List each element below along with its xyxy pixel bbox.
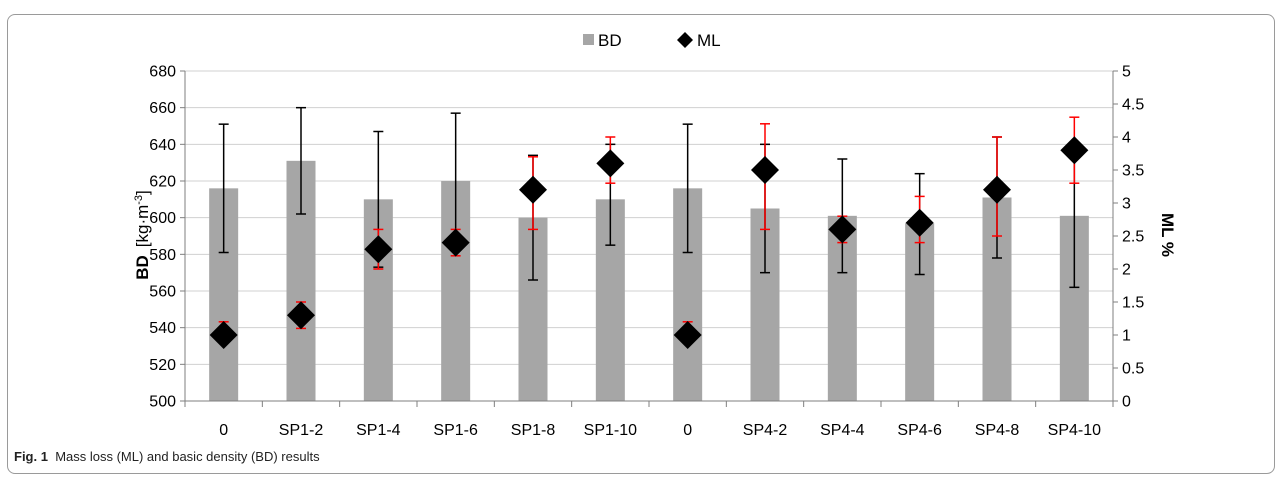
x-tick-label: SP4-2 [743,422,788,439]
x-axis-ticks: 0 SP1-2 SP1-4 SP1-6 SP1-8 SP1-10 0 SP4-2 SP4-4 SP… [219,422,1101,439]
right-tick-label: 5 [1122,64,1131,81]
gridlines [185,70,1113,402]
right-tick-label: 4 [1122,130,1131,147]
x-tick-label: SP1-8 [511,422,556,439]
right-tick-label: 1 [1122,328,1131,345]
caption-text: Mass loss (ML) and basic density (BD) re… [55,449,320,464]
legend-bd-label: BD [598,31,622,50]
right-tick-label: 2 [1122,262,1131,279]
x-tick-label: SP4-8 [975,422,1020,439]
caption-label: Fig. 1 [14,449,48,464]
left-tick-label: 620 [149,174,176,191]
ml-marker [209,321,238,349]
ml-marker [828,215,857,244]
right-tick-label: 2.5 [1122,229,1144,246]
ml-marker [287,301,315,330]
left-tick-label: 600 [149,210,176,227]
ml-marker [983,175,1011,204]
bd-error-bars [218,106,1080,289]
right-tick-label: 0 [1122,394,1131,411]
figure-caption: Fig. 1 Mass loss (ML) and basic density … [14,449,320,464]
legend: BD ML [583,31,721,50]
right-tick-label: 4.5 [1122,97,1144,114]
ml-error-bars [218,116,1080,343]
legend-bd-swatch [583,34,594,45]
x-tick-label: SP4-10 [1048,422,1101,439]
ml-marker [673,321,702,349]
bd-error-bar [296,106,306,215]
bd-error-bar [218,123,229,254]
x-tick-label: SP1-6 [433,422,478,439]
x-tick-label: SP1-10 [584,422,637,439]
x-tick-label: 0 [683,422,692,439]
axes [180,70,1118,407]
legend-ml-marker [677,32,693,48]
right-tick-label: 3.5 [1122,163,1144,180]
left-tick-label: 580 [149,247,176,264]
legend-ml-label: ML [697,31,721,50]
right-axis-ticks: 0 0.5 1 1.5 2 2.5 3 3.5 4 4.5 5 [1122,64,1144,411]
left-axis-title: BD[kg·m-3] [133,190,152,280]
left-tick-label: 500 [149,394,176,411]
left-tick-label: 560 [149,284,176,301]
right-tick-label: 0.5 [1122,361,1144,378]
ml-markers [209,136,1089,349]
bd-error-bar [682,123,693,254]
left-tick-label: 520 [149,357,176,374]
ml-marker [364,235,393,264]
ml-marker [519,175,547,204]
left-tick-label: 680 [149,64,176,81]
ml-marker [596,149,625,178]
bd-bars [209,160,1089,401]
ml-marker [1060,136,1089,165]
x-tick-label: SP4-4 [820,422,865,439]
right-axis-title: ML % [1158,213,1177,257]
ml-marker [751,156,779,184]
right-tick-label: 3 [1122,196,1131,213]
left-tick-label: 660 [149,100,176,117]
ml-marker [441,228,470,257]
left-axis-ticks: 500 520 540 560 580 600 620 640 660 680 [149,64,176,411]
ml-marker [905,208,934,237]
figure-frame [7,14,1275,474]
x-tick-label: 0 [219,422,228,439]
x-tick-label: SP4-6 [897,422,942,439]
left-tick-label: 540 [149,320,176,337]
right-tick-label: 1.5 [1122,295,1144,312]
x-tick-label: SP1-2 [279,422,324,439]
left-tick-label: 640 [149,137,176,154]
x-tick-label: SP1-4 [356,422,401,439]
